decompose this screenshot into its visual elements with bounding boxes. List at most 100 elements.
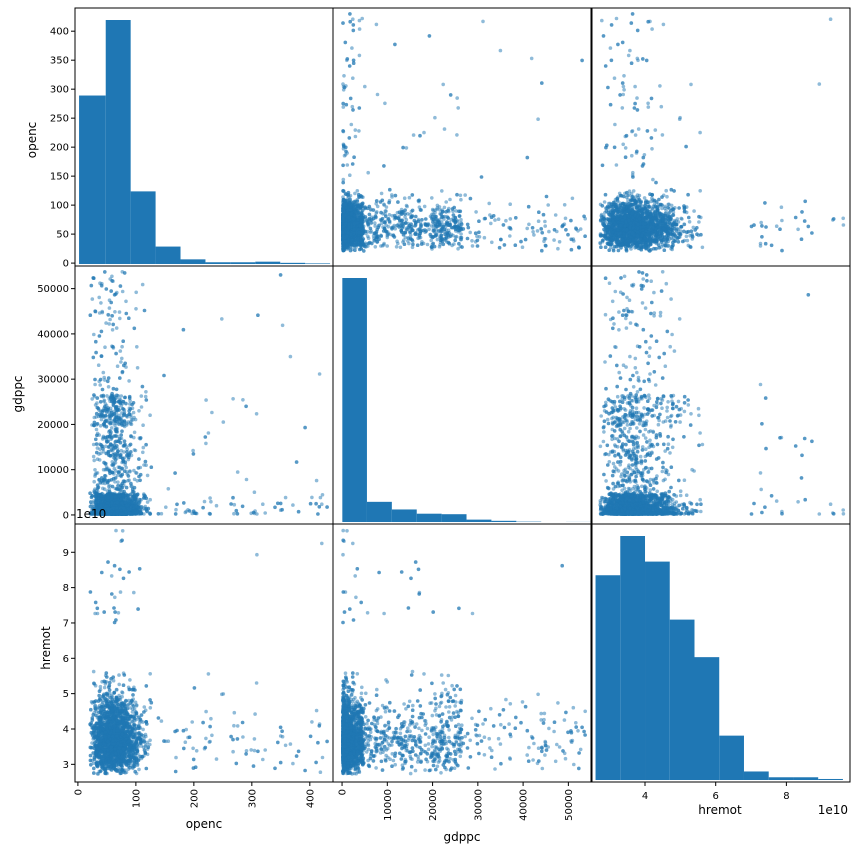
scatter-point: [349, 232, 353, 237]
scatter-point: [477, 219, 481, 223]
scatter-point: [666, 202, 670, 207]
scatter-point: [614, 16, 619, 21]
scatter-point: [373, 245, 378, 249]
scatter-point: [344, 149, 348, 154]
scatter-point: [400, 218, 404, 223]
scatter-point: [448, 197, 452, 202]
scatter-point: [404, 217, 409, 222]
scatter-point: [434, 233, 439, 237]
scatter-point: [539, 227, 543, 231]
scatter-point: [366, 170, 371, 175]
scatter-point: [544, 244, 548, 248]
scatter-point: [375, 210, 379, 214]
scatter-point: [569, 218, 573, 223]
scatter-point: [583, 234, 587, 238]
scatter-point: [411, 242, 415, 247]
scatter-point: [452, 242, 456, 246]
scatter-point: [493, 218, 497, 222]
scatter-point: [341, 101, 346, 106]
scatter-point: [700, 245, 705, 250]
scatter-point: [504, 218, 508, 223]
scatter-point: [682, 222, 686, 226]
scatter-point: [679, 216, 683, 221]
scatter-point: [357, 53, 362, 58]
scatter-point: [393, 42, 397, 47]
scatter-point: [526, 204, 531, 209]
hist-bar-openc-1: [105, 20, 131, 264]
scatter-point: [630, 153, 634, 158]
scatter-point: [525, 226, 529, 231]
scatter-point: [354, 210, 359, 215]
scatter-point: [430, 217, 434, 221]
scatter-point: [341, 163, 345, 168]
scatter-point: [438, 238, 443, 242]
scatter-point: [508, 234, 512, 238]
panel-openc-vs-openc: [74, 7, 334, 267]
scatter-point: [602, 200, 607, 204]
scatter-point: [349, 238, 354, 242]
scatter-point: [479, 175, 484, 179]
scatter-point: [498, 48, 503, 53]
scatter-point: [382, 164, 386, 168]
scatter-point: [342, 209, 346, 214]
scatter-point: [687, 220, 692, 224]
scatter-point: [501, 223, 506, 227]
scatter-point: [446, 240, 451, 245]
scatter-point: [343, 245, 348, 250]
scatter-point: [423, 217, 428, 221]
scatter-point: [407, 230, 412, 235]
scatter-point: [455, 133, 459, 137]
scatter-point: [502, 243, 507, 247]
scatter-point: [359, 219, 363, 224]
scatter-point: [540, 248, 544, 253]
scatter-point: [392, 235, 397, 239]
scatter-point: [566, 232, 570, 237]
scatter-point: [343, 153, 348, 157]
scatter-point: [379, 210, 383, 215]
scatter-point: [553, 213, 558, 217]
scatter-point: [344, 102, 349, 107]
scatter-point: [422, 130, 426, 135]
scatter-point: [348, 19, 353, 24]
scatter-point: [460, 245, 464, 249]
scatter-point: [367, 204, 372, 209]
scatter-point: [780, 218, 784, 223]
scatter-point: [444, 210, 448, 214]
scatter-point: [437, 205, 442, 209]
scatter-point: [374, 22, 379, 27]
scatter-point: [817, 82, 822, 86]
scatter-point: [383, 101, 387, 106]
scatter-point: [774, 224, 779, 228]
scatter-point: [357, 230, 362, 235]
scatter-point: [463, 193, 468, 197]
scatter-point: [477, 230, 481, 235]
scatter-point: [450, 207, 455, 211]
scatter-point: [630, 129, 635, 133]
scatter-point: [379, 218, 384, 222]
scatter-point: [398, 245, 403, 250]
scatter-point: [427, 34, 432, 38]
scatter-point: [439, 233, 444, 238]
scatter-point: [433, 115, 437, 120]
scatter-point: [341, 180, 346, 185]
scatter-point: [404, 146, 409, 150]
scatter-point: [459, 232, 463, 236]
scatter-point: [367, 212, 372, 217]
scatter-point: [451, 213, 456, 217]
scatter-point: [366, 241, 371, 246]
scatter-point: [363, 84, 367, 89]
scatter-point: [357, 106, 362, 110]
scatter-point: [636, 127, 641, 131]
scatter-point: [600, 18, 604, 23]
scatter-point: [348, 197, 352, 202]
scatter-point: [635, 96, 639, 100]
scatter-point: [621, 142, 625, 147]
scatter-point: [439, 212, 444, 216]
scatter-point: [402, 242, 407, 246]
scatter-point: [356, 237, 360, 242]
scatter-point: [431, 229, 436, 233]
scatter-point: [482, 235, 487, 240]
scatter-point: [359, 202, 364, 207]
scatter-point: [341, 129, 345, 133]
scatter-point: [552, 238, 556, 242]
